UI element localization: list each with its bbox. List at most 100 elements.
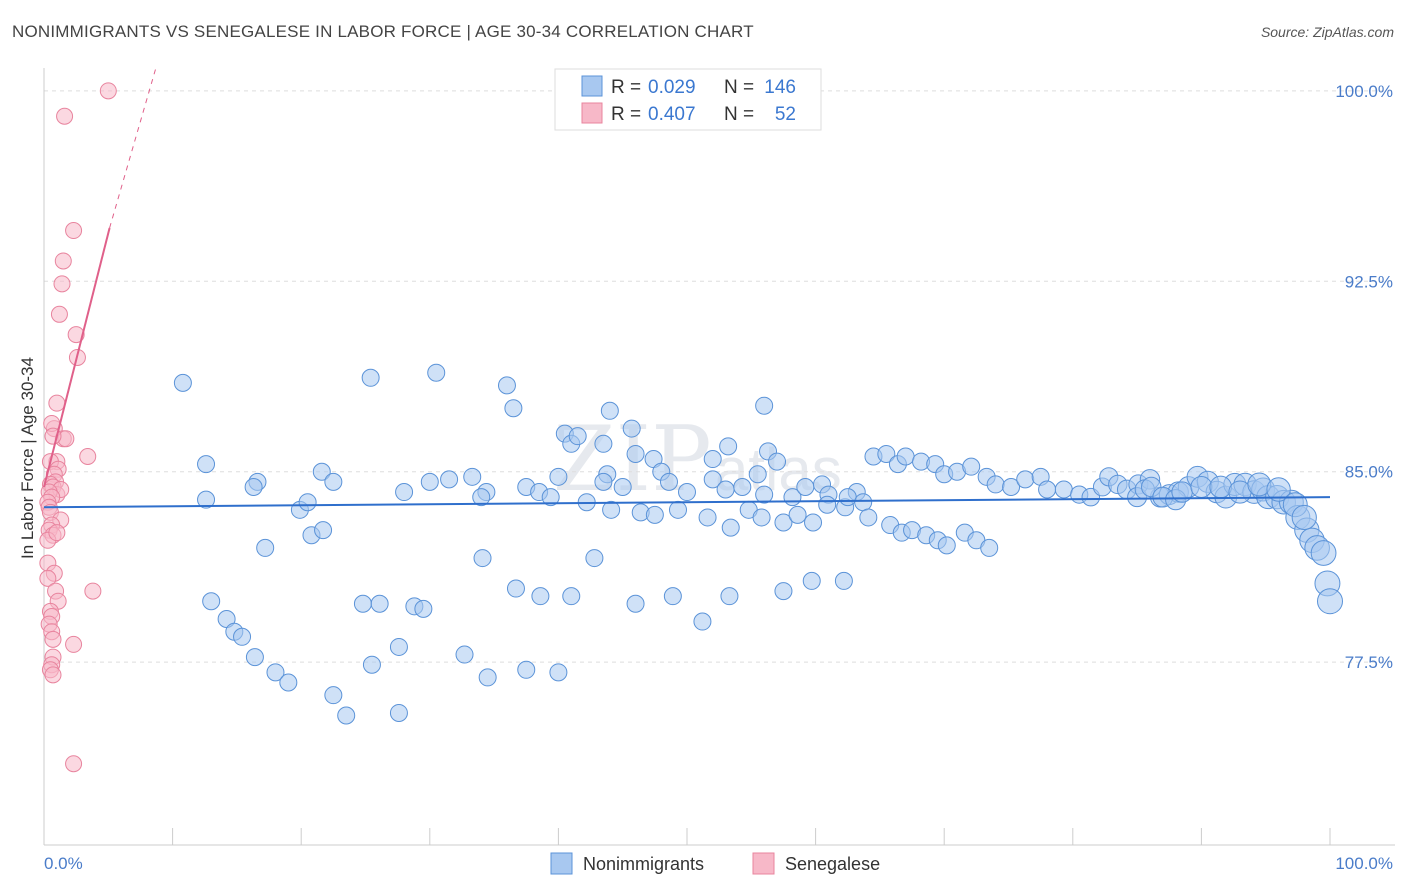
data-point bbox=[54, 252, 72, 270]
data-point bbox=[838, 488, 857, 507]
data-point bbox=[980, 538, 999, 557]
legend-r-value-1: 0.029 bbox=[648, 77, 696, 98]
data-point bbox=[389, 637, 408, 656]
y-tick-label: 77.5% bbox=[1345, 653, 1393, 672]
data-point bbox=[53, 275, 71, 293]
x-ticks bbox=[43, 828, 1331, 845]
y-tick-label: 100.0% bbox=[1335, 82, 1393, 101]
data-point bbox=[370, 594, 389, 613]
data-point bbox=[645, 505, 664, 524]
data-point bbox=[768, 452, 787, 471]
data-point bbox=[1016, 470, 1035, 489]
data-point bbox=[549, 467, 568, 486]
legend-r-value-2: 0.407 bbox=[648, 104, 696, 125]
data-point bbox=[395, 483, 414, 502]
legend-n-value-2: 52 bbox=[775, 104, 796, 125]
chart-title: NONIMMIGRANTS VS SENEGALESE IN LABOR FOR… bbox=[12, 22, 754, 41]
data-point bbox=[804, 513, 823, 532]
legend-r-label-2: R = bbox=[611, 104, 641, 125]
data-point bbox=[613, 477, 632, 496]
data-point bbox=[678, 483, 696, 502]
data-point bbox=[50, 305, 68, 323]
data-point bbox=[755, 396, 774, 415]
data-point bbox=[324, 686, 343, 705]
data-point bbox=[774, 513, 793, 532]
data-point bbox=[834, 571, 853, 590]
data-point bbox=[896, 447, 915, 466]
data-point bbox=[748, 465, 767, 484]
data-point bbox=[279, 673, 298, 692]
data-point bbox=[65, 755, 83, 773]
data-point bbox=[568, 427, 587, 446]
data-point bbox=[504, 399, 523, 418]
data-point bbox=[602, 500, 621, 519]
data-point bbox=[668, 500, 687, 519]
bottom-legend-swatch-nonimmigrants bbox=[550, 852, 573, 875]
trend-line-nonimmigrants bbox=[43, 496, 1331, 509]
data-point bbox=[79, 448, 97, 465]
chart-source: Source: ZipAtlas.com bbox=[1260, 24, 1394, 40]
y-tick-label: 92.5% bbox=[1345, 272, 1393, 291]
data-point bbox=[48, 394, 66, 412]
data-point bbox=[1209, 475, 1232, 499]
data-point bbox=[659, 472, 678, 491]
nonimmigrants-points bbox=[173, 363, 1343, 725]
data-point bbox=[1291, 504, 1317, 531]
data-point bbox=[353, 594, 372, 613]
senegalese-points bbox=[39, 82, 117, 773]
data-point bbox=[663, 587, 682, 606]
data-point bbox=[796, 477, 815, 496]
data-point bbox=[420, 472, 439, 491]
data-point bbox=[720, 587, 739, 606]
data-point bbox=[788, 505, 807, 524]
data-point bbox=[1310, 540, 1337, 566]
data-point bbox=[463, 467, 482, 486]
trend-line-senegalese-extension bbox=[109, 67, 157, 229]
data-point bbox=[733, 477, 752, 496]
data-point bbox=[455, 645, 474, 664]
data-point bbox=[698, 508, 717, 527]
data-point bbox=[517, 660, 536, 679]
data-point bbox=[1190, 475, 1213, 498]
data-point bbox=[173, 373, 192, 392]
gridlines bbox=[44, 90, 1395, 663]
data-point bbox=[721, 518, 740, 537]
data-point bbox=[245, 648, 264, 667]
data-point bbox=[1317, 588, 1343, 615]
data-point bbox=[626, 444, 645, 463]
data-point bbox=[626, 594, 645, 613]
legend-n-label-1: N = bbox=[724, 77, 754, 98]
legend-n-value-1: 146 bbox=[764, 77, 796, 98]
data-point bbox=[197, 455, 216, 474]
data-point bbox=[65, 222, 83, 240]
data-point bbox=[361, 368, 380, 387]
data-point bbox=[473, 549, 492, 568]
data-point bbox=[197, 490, 216, 509]
data-point bbox=[585, 549, 604, 568]
y-tick-labels: 77.5% 85.0% 92.5% 100.0% bbox=[1335, 82, 1393, 672]
data-point bbox=[472, 488, 491, 507]
data-point bbox=[716, 480, 735, 499]
y-axis-title: In Labor Force | Age 30-34 bbox=[18, 357, 37, 559]
data-point bbox=[84, 582, 102, 600]
data-point bbox=[298, 493, 317, 512]
x-tick-label-max: 100.0% bbox=[1335, 854, 1393, 873]
data-point bbox=[703, 470, 722, 489]
data-point bbox=[440, 470, 459, 489]
bottom-legend-swatch-senegalese bbox=[752, 852, 775, 875]
data-point bbox=[44, 666, 62, 684]
data-point bbox=[389, 703, 408, 722]
data-point bbox=[362, 655, 381, 674]
data-point bbox=[48, 524, 66, 542]
data-point bbox=[427, 363, 446, 382]
trend-lines bbox=[43, 67, 1331, 509]
data-point bbox=[549, 663, 568, 682]
data-point bbox=[56, 107, 74, 125]
data-point bbox=[1038, 480, 1057, 499]
data-point bbox=[752, 508, 771, 527]
data-point bbox=[233, 627, 252, 646]
bottom-legend: Nonimmigrants Senegalese bbox=[550, 852, 880, 875]
data-point bbox=[314, 521, 333, 540]
data-point bbox=[818, 495, 837, 514]
